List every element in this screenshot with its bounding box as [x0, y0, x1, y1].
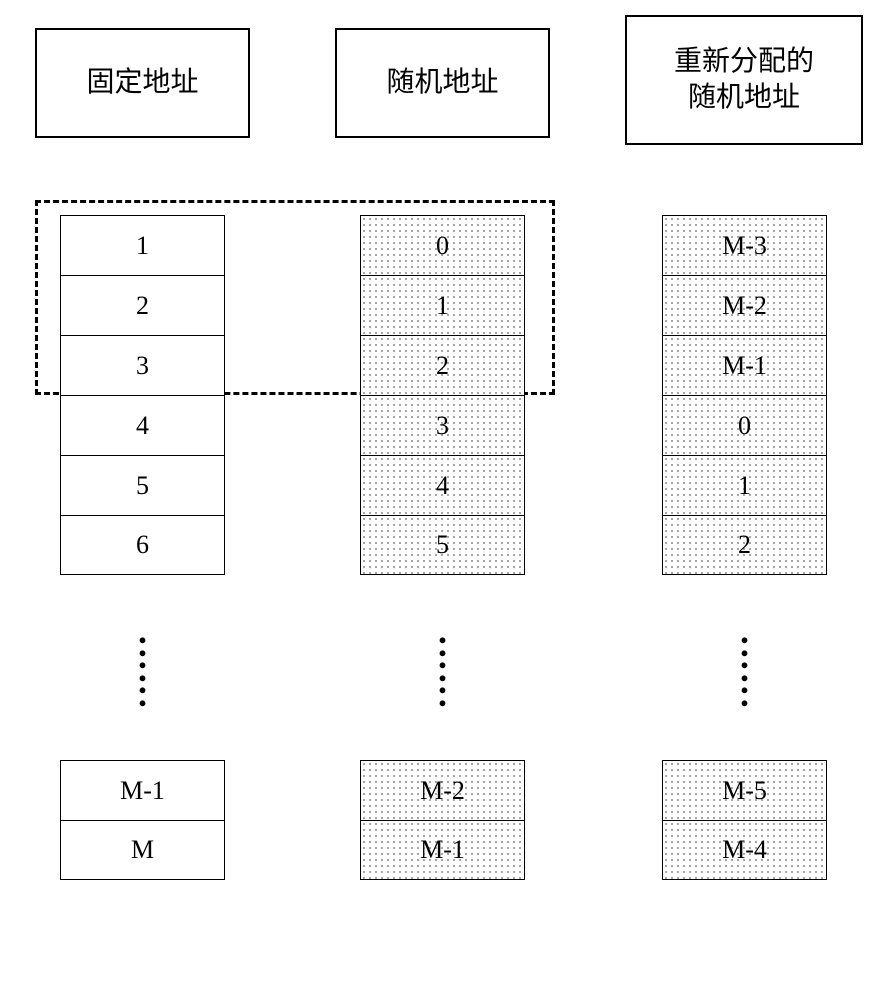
table-cell: 1 — [360, 275, 525, 335]
table-cell: 2 — [60, 275, 225, 335]
table-cell: M — [60, 820, 225, 880]
table-cell: M-1 — [662, 335, 827, 395]
column-fixed-address-bottom: M-1 M — [60, 760, 225, 880]
vdots-icon: ...... — [60, 625, 225, 701]
table-cell: 0 — [360, 215, 525, 275]
column-fixed-address-top: 1 2 3 4 5 6 — [60, 215, 225, 575]
header-random-address: 随机地址 — [335, 28, 550, 138]
table-cell: M-5 — [662, 760, 827, 820]
table-cell: M-1 — [60, 760, 225, 820]
table-cell: M-1 — [360, 820, 525, 880]
table-cell: 5 — [60, 455, 225, 515]
table-cell: 0 — [662, 395, 827, 455]
table-cell: 5 — [360, 515, 525, 575]
column-reassigned-top: M-3 M-2 M-1 0 1 2 — [662, 215, 827, 575]
vdots-icon: ...... — [662, 625, 827, 701]
header-reassigned-random-address: 重新分配的 随机地址 — [625, 15, 863, 145]
table-cell: 2 — [360, 335, 525, 395]
table-cell: 2 — [662, 515, 827, 575]
table-cell: 1 — [662, 455, 827, 515]
table-cell: 4 — [360, 455, 525, 515]
table-cell: 4 — [60, 395, 225, 455]
header-label: 固定地址 — [86, 65, 198, 101]
header-fixed-address: 固定地址 — [35, 28, 250, 138]
table-cell: M-3 — [662, 215, 827, 275]
header-label: 随机地址 — [386, 65, 498, 101]
column-reassigned-bottom: M-5 M-4 — [662, 760, 827, 880]
table-cell: 3 — [360, 395, 525, 455]
vdots-icon: ...... — [360, 625, 525, 701]
column-random-address-bottom: M-2 M-1 — [360, 760, 525, 880]
column-random-address-top: 0 1 2 3 4 5 — [360, 215, 525, 575]
table-cell: 1 — [60, 215, 225, 275]
table-cell: M-2 — [662, 275, 827, 335]
header-label: 重新分配的 随机地址 — [674, 44, 814, 117]
table-cell: 3 — [60, 335, 225, 395]
table-cell: M-2 — [360, 760, 525, 820]
table-cell: 6 — [60, 515, 225, 575]
table-cell: M-4 — [662, 820, 827, 880]
